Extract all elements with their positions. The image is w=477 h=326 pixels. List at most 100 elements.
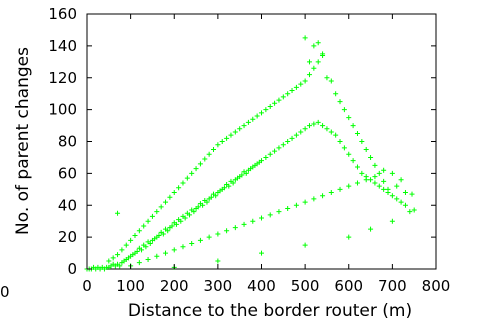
data-point (158, 204, 164, 210)
data-point (285, 139, 291, 144)
data-point (163, 199, 169, 205)
data-point (228, 132, 234, 138)
data-point (411, 207, 417, 213)
data-point (143, 244, 149, 250)
x-tick-label-4: 400 (247, 277, 276, 295)
data-point (215, 258, 221, 264)
data-point (167, 194, 173, 200)
data-point (320, 193, 326, 199)
data-point (320, 123, 326, 129)
y-tick-label-2: 40 (58, 196, 77, 214)
data-point (333, 132, 339, 138)
data-point (315, 40, 321, 46)
data-point (208, 194, 214, 200)
data-point (381, 178, 387, 184)
data-point (289, 88, 295, 93)
x-tick-label-5: 500 (291, 277, 320, 295)
data-point (141, 223, 147, 229)
data-point (280, 94, 286, 100)
data-point (328, 129, 334, 135)
data-point (173, 221, 179, 227)
data-point (189, 241, 195, 246)
data-point (237, 126, 243, 132)
data-point (368, 177, 374, 183)
x-axis-label: Distance to the border router (m) (128, 301, 412, 321)
data-point (117, 263, 123, 269)
data-point (202, 156, 208, 162)
y-tick-label-3: 60 (58, 164, 77, 182)
data-point (219, 139, 225, 144)
data-point (213, 193, 219, 199)
data-point (346, 115, 352, 121)
data-point (136, 228, 142, 234)
data-point (289, 135, 295, 141)
data-point (311, 65, 317, 71)
data-point (241, 221, 247, 227)
data-point (354, 180, 360, 186)
data-point (193, 166, 199, 172)
data-point (110, 255, 116, 261)
data-point (324, 126, 330, 132)
data-point (354, 164, 360, 170)
data-point (163, 250, 169, 256)
data-point (341, 107, 347, 113)
y-tick-label-4: 80 (58, 133, 77, 151)
x-tick-label-2: 200 (160, 277, 189, 295)
data-point (128, 237, 134, 243)
data-point (206, 151, 212, 157)
data-point (302, 199, 308, 205)
data-point (267, 151, 273, 157)
y-axis-label: No. of parent changes (13, 47, 33, 235)
data-point (154, 253, 160, 259)
data-point (165, 228, 171, 234)
data-point (115, 210, 121, 216)
data-point (171, 190, 177, 195)
x-tick-label-6: 600 (334, 277, 363, 295)
data-point (276, 209, 282, 215)
data-point (293, 132, 299, 138)
y-tick-label-0: 0 (67, 260, 77, 278)
data-point (259, 215, 264, 221)
x-tick-label-7: 700 (378, 277, 407, 295)
data-point (136, 260, 142, 266)
data-point (243, 170, 249, 176)
data-point (407, 209, 413, 215)
data-point (184, 175, 190, 181)
data-point (106, 258, 112, 264)
data-point (315, 119, 321, 125)
data-point (215, 142, 221, 148)
data-point (346, 183, 352, 189)
data-point (156, 233, 162, 239)
data-point (302, 242, 308, 248)
data-point (376, 183, 382, 189)
data-point (381, 186, 387, 192)
data-point (145, 218, 151, 224)
data-point (394, 183, 400, 189)
data-point (354, 131, 360, 137)
data-point (149, 213, 155, 219)
data-point (224, 135, 230, 141)
data-point (359, 170, 365, 176)
data-point (221, 185, 227, 191)
data-point (276, 97, 282, 103)
data-point (363, 177, 369, 183)
data-point (324, 75, 330, 81)
data-point (145, 256, 151, 262)
y-tick-label-6: 120 (48, 69, 77, 87)
data-point (191, 209, 197, 215)
data-point (259, 110, 264, 116)
data-point (402, 202, 408, 208)
data-point (232, 225, 238, 231)
data-point (372, 180, 378, 186)
data-point (189, 170, 195, 176)
data-point (197, 237, 203, 243)
data-point (280, 142, 286, 148)
data-point (381, 167, 387, 173)
data-point (230, 180, 236, 186)
data-point (311, 196, 317, 202)
data-point (402, 190, 408, 195)
data-point (385, 186, 391, 192)
data-point (119, 247, 125, 253)
data-point (372, 162, 378, 168)
